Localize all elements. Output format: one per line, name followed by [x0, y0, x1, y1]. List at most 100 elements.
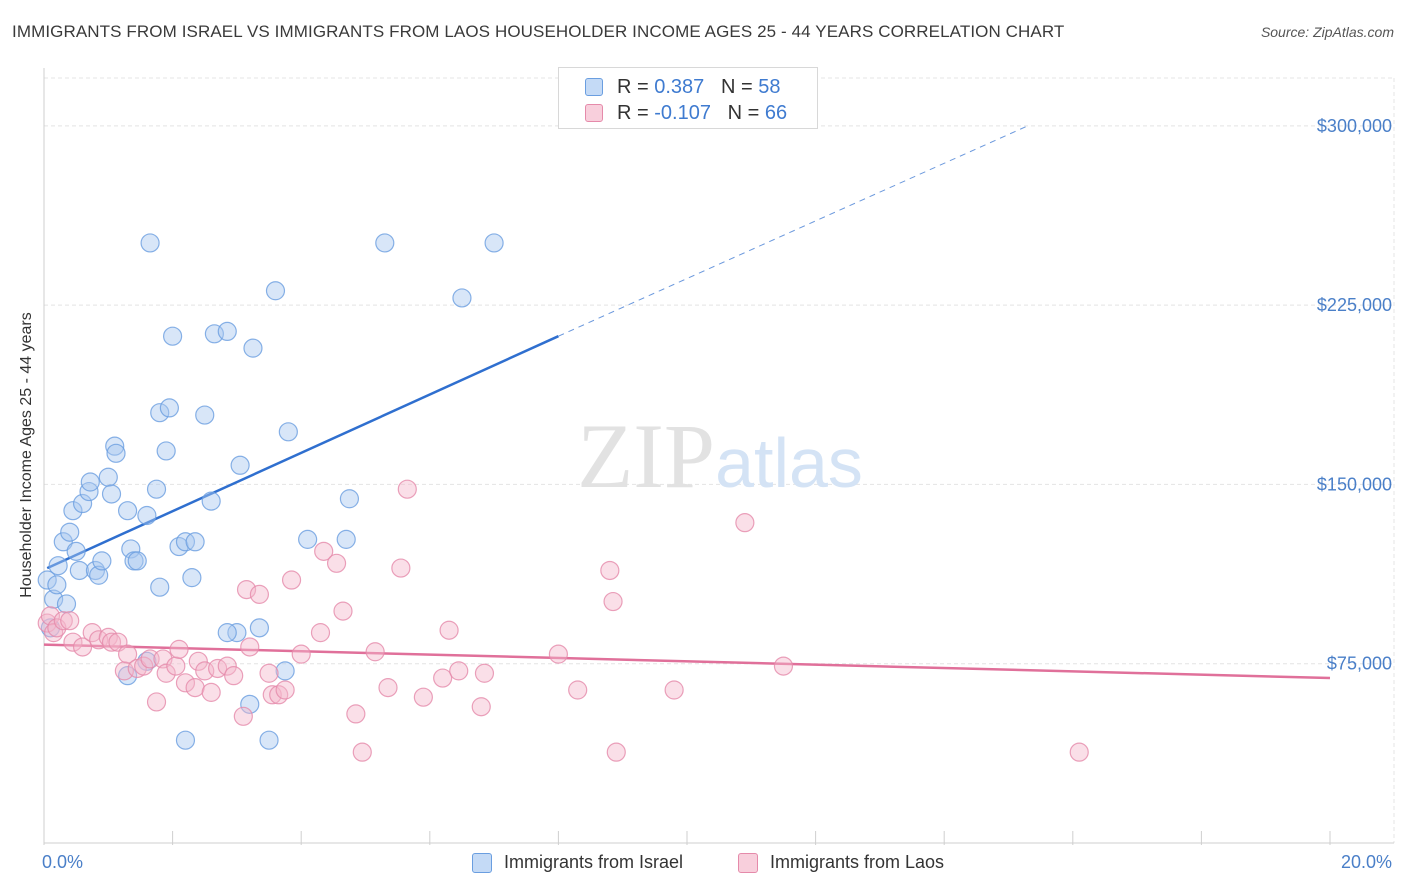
legend-r-israel: 0.387: [654, 76, 705, 98]
point-0-29: [150, 403, 170, 423]
x-tick-label-min: 0.0%: [42, 852, 84, 872]
point-0-27: [146, 479, 167, 499]
trend-line-0: [46, 335, 559, 570]
legend-n-laos: 66: [764, 102, 788, 124]
point-1-36: [262, 685, 282, 705]
legend-swatch-laos: [585, 104, 603, 122]
point-1-64: [773, 656, 794, 676]
point-1-56: [474, 663, 495, 683]
point-0-15: [89, 565, 109, 585]
point-1-57: [548, 644, 569, 664]
point-1-18: [146, 692, 167, 712]
legend-n-israel: 58: [758, 76, 781, 98]
point-0-50: [484, 233, 504, 253]
point-0-51: [175, 730, 196, 750]
point-1-62: [664, 680, 684, 700]
point-1-1: [40, 606, 61, 626]
trend-extension-0: [558, 125, 1028, 337]
point-1-39: [281, 570, 302, 590]
x-tick-label-max: 20.0%: [1340, 852, 1392, 872]
point-0-6: [56, 594, 77, 614]
point-1-45: [346, 704, 366, 724]
point-0-48: [375, 233, 395, 253]
point-1-34: [249, 584, 270, 604]
point-1-51: [413, 687, 433, 707]
point-0-28: [150, 577, 170, 597]
point-1-22: [169, 639, 189, 659]
point-0-4: [48, 556, 68, 576]
point-1-53: [439, 620, 459, 640]
point-0-20: [106, 443, 126, 463]
point-0-37: [195, 405, 215, 425]
point-0-49: [452, 288, 472, 308]
point-1-58: [568, 680, 588, 700]
point-0-59: [217, 623, 237, 643]
point-1-30: [224, 666, 244, 686]
point-0-57: [227, 623, 247, 643]
point-0-13: [80, 472, 100, 492]
point-1-42: [314, 541, 334, 561]
point-1-7: [72, 637, 93, 657]
point-0-41: [230, 455, 250, 475]
point-0-31: [159, 398, 179, 418]
point-1-11: [101, 632, 122, 652]
y-tick-label-2: $225,000: [1317, 295, 1392, 315]
point-0-42: [243, 338, 263, 358]
point-1-6: [63, 632, 83, 652]
point-1-59: [600, 560, 620, 581]
point-0-18: [101, 484, 122, 504]
legend-swatch-laos-bottom: [738, 853, 758, 873]
point-0-22: [121, 539, 141, 559]
point-1-46: [352, 742, 372, 762]
point-0-5: [53, 532, 73, 552]
point-0-0: [37, 570, 57, 590]
point-0-8: [63, 501, 83, 521]
point-0-46: [336, 529, 356, 549]
point-0-54: [275, 661, 295, 681]
point-0-43: [265, 281, 286, 301]
y-tick-label-3: $300,000: [1317, 116, 1392, 136]
point-0-19: [105, 436, 125, 456]
point-0-2: [44, 589, 64, 609]
point-0-21: [117, 501, 138, 521]
stats-legend: R = 0.387 N = 58 R = -0.107 N = 66: [558, 67, 818, 129]
point-1-21: [166, 656, 186, 676]
point-1-54: [449, 661, 469, 681]
point-0-52: [259, 730, 279, 750]
point-1-31: [233, 706, 253, 726]
point-0-11: [72, 493, 93, 514]
point-0-34: [175, 532, 196, 552]
point-0-25: [137, 505, 157, 526]
point-1-55: [471, 697, 491, 717]
point-1-43: [326, 553, 347, 573]
point-1-60: [603, 591, 623, 612]
point-1-41: [310, 623, 331, 643]
point-0-16: [92, 551, 112, 571]
point-1-47: [365, 642, 385, 662]
point-1-40: [291, 644, 311, 664]
point-1-25: [188, 651, 208, 671]
point-0-7: [60, 522, 80, 542]
point-1-16: [134, 656, 154, 676]
legend-swatch-israel-bottom: [472, 853, 492, 873]
point-1-29: [217, 656, 237, 676]
point-1-48: [378, 678, 398, 698]
point-0-47: [339, 489, 360, 509]
point-1-35: [259, 663, 279, 683]
point-1-20: [156, 663, 176, 683]
point-1-5: [60, 611, 80, 631]
point-1-23: [175, 673, 196, 693]
point-0-32: [163, 326, 183, 346]
point-1-33: [240, 637, 260, 657]
legend-r-laos: -0.107: [654, 102, 711, 124]
point-0-40: [217, 321, 237, 342]
point-1-61: [606, 742, 626, 762]
point-1-27: [201, 682, 221, 702]
point-1-32: [236, 579, 257, 600]
point-1-4: [53, 611, 73, 631]
watermark-atlas: atlas: [715, 424, 863, 502]
point-1-49: [391, 558, 411, 578]
point-0-10: [69, 560, 89, 581]
axis-layer: [43, 68, 1394, 845]
